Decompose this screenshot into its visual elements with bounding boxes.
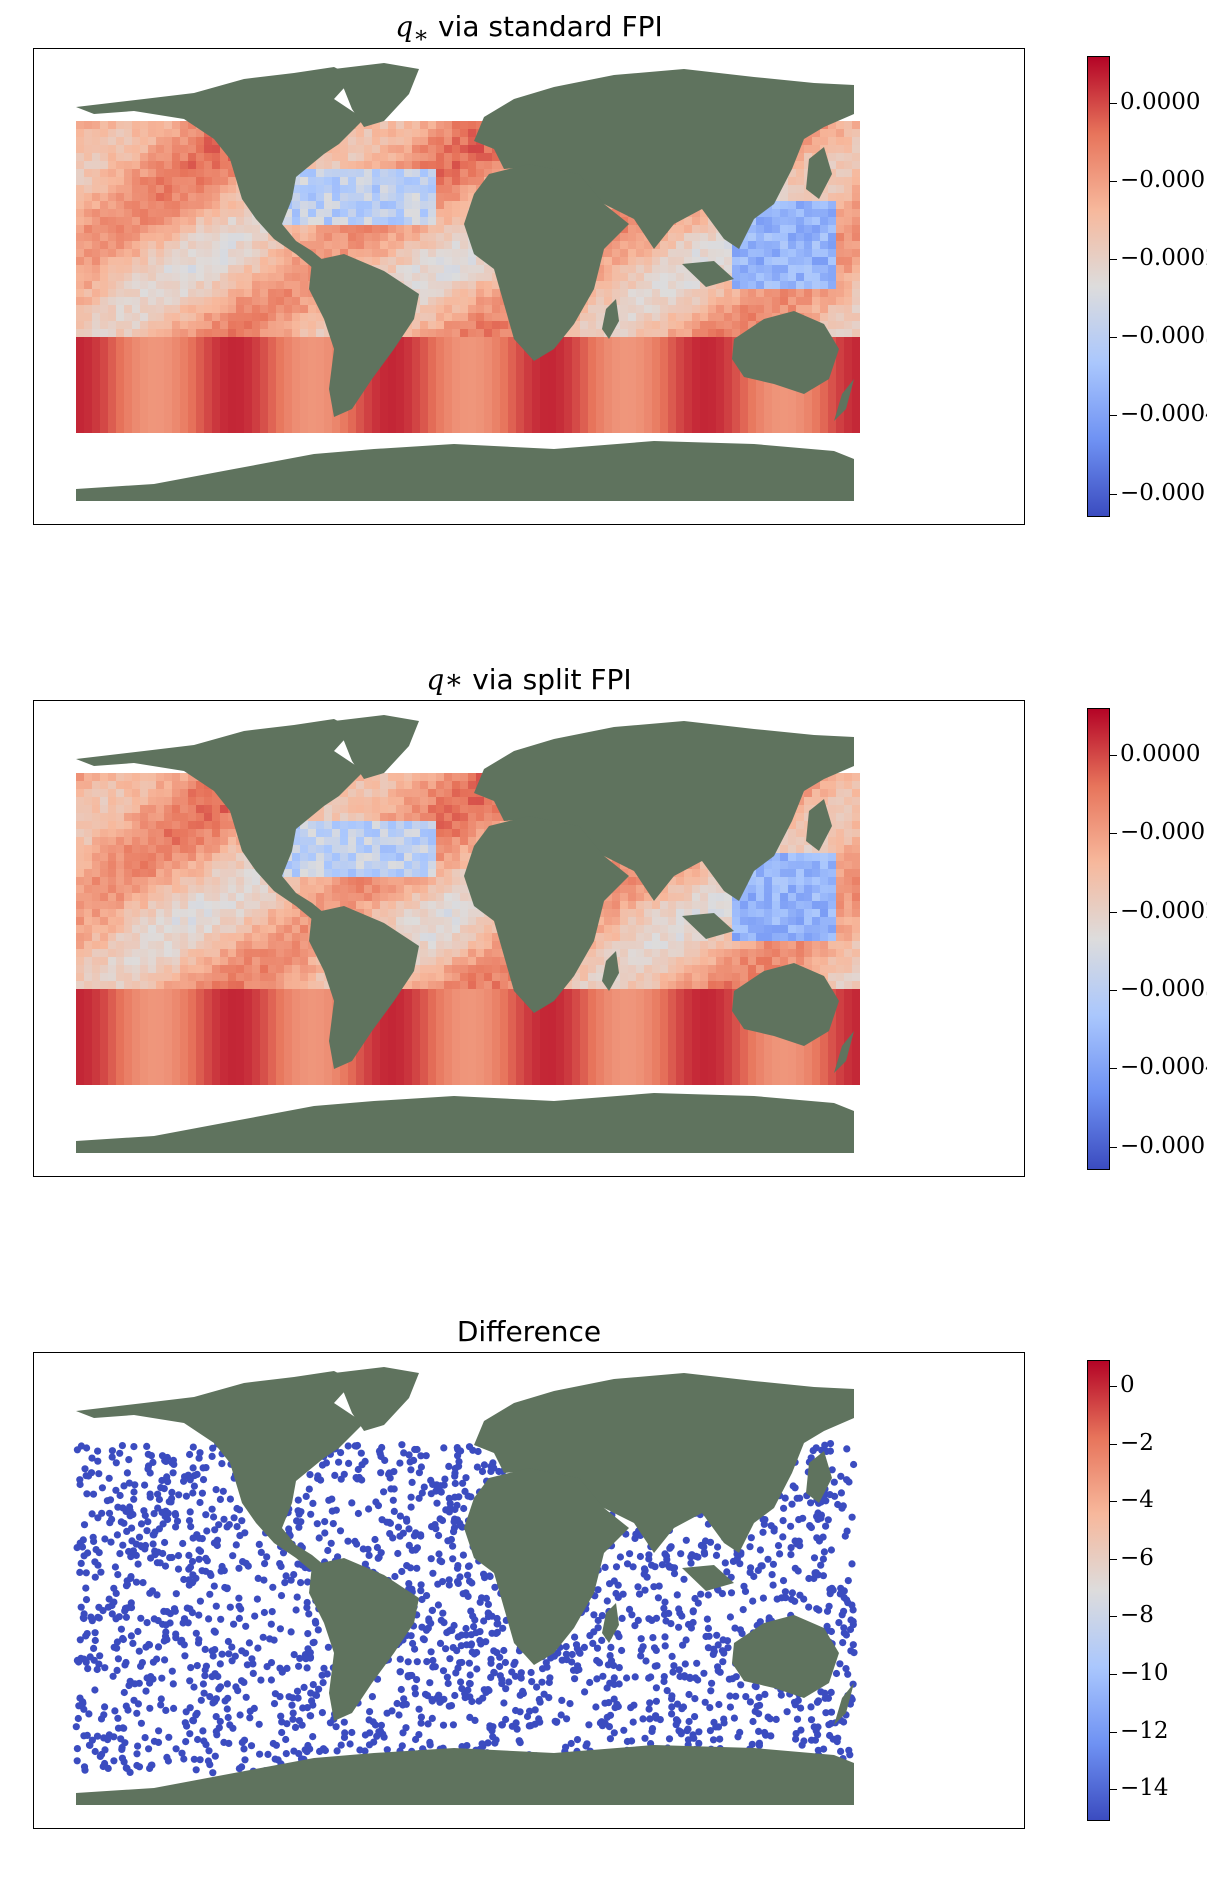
continent [309,254,419,417]
continent [474,69,854,249]
colorbar-tick-label: −14 [1120,1775,1169,1802]
panel-1-map-canvas [76,63,860,501]
panel-3-colorbar [1087,1360,1110,1821]
continent [309,1558,419,1721]
continent [76,67,364,269]
continent [334,1367,419,1431]
panel-2-map [33,700,1025,1177]
continent [834,379,854,421]
colorbar-tick-label: −0.0004 [1120,401,1207,428]
continent [464,1468,629,1665]
continent [806,147,832,199]
continent [76,1371,364,1573]
panel-1-title-text: via standard FPI [429,10,663,43]
colorbar-tick-label: −0.0004 [1120,1054,1207,1081]
continent [474,1373,854,1553]
continent [334,715,419,779]
panel-1-title-sub: ∗ [413,20,430,49]
continent [76,1093,854,1153]
colorbar-tick-label: −0.0001 [1120,819,1207,846]
continent [602,299,619,339]
panel-1-title: q∗ via standard FPI [33,10,1025,49]
continent [732,963,839,1046]
panel-2-title: q∗ via split FPI [33,663,1025,696]
continent [806,799,832,851]
panel-3-title-text: Difference [456,1315,602,1348]
colorbar-tick-label: 0.0000 [1120,88,1201,115]
panel-1-title-math: q [395,10,414,43]
colorbar-tick-label: −12 [1120,1717,1169,1744]
colorbar-tick-label: −0.0003 [1120,323,1207,350]
continent [76,1745,854,1805]
panel-2-title-math: q∗ [426,663,464,696]
colorbar-tick-label: −0.0003 [1120,975,1207,1002]
land-masses [76,1367,854,1805]
colorbar-tick-label: −0.0001 [1120,167,1207,194]
land-masses [76,715,854,1153]
colorbar-tick-label: −0.0005 [1120,479,1207,506]
panel-2-title-text: via split FPI [463,663,632,696]
colorbar-tick-label: −8 [1120,1602,1154,1629]
continent [682,913,734,939]
colorbar-tick-label: −0.0005 [1120,1132,1207,1159]
continent [76,441,854,501]
continent [834,1683,854,1725]
continent [834,1031,854,1073]
panel-3-title: Difference [33,1315,1025,1348]
continent [682,261,734,287]
continent [464,816,629,1013]
colorbar-tick-label: −6 [1120,1544,1154,1571]
panel-2-colorbar [1087,708,1110,1170]
colorbar-tick-label: −0.0002 [1120,897,1207,924]
panel-3-map-canvas [72,1367,858,1805]
continent [464,164,629,361]
continent [76,719,364,921]
panel-1-colorbar [1087,56,1110,517]
colorbar-tick-label: 0 [1120,1371,1135,1398]
continent [732,311,839,394]
continent [309,906,419,1069]
panel-2-map-canvas [76,715,860,1153]
continent [682,1565,734,1591]
colorbar-tick-label: −2 [1120,1429,1154,1456]
continent [732,1615,839,1698]
continent [474,721,854,901]
continent [602,951,619,991]
colorbar-tick-label: −10 [1120,1660,1169,1687]
continent [334,63,419,127]
colorbar-tick-label: −0.0002 [1120,245,1207,272]
land-masses [76,63,854,501]
colorbar-tick-label: 0.0000 [1120,740,1201,767]
continent [806,1451,832,1503]
continent [602,1603,619,1643]
colorbar-tick-label: −4 [1120,1487,1154,1514]
panel-3-map [33,1352,1025,1829]
panel-1-map [33,48,1025,525]
